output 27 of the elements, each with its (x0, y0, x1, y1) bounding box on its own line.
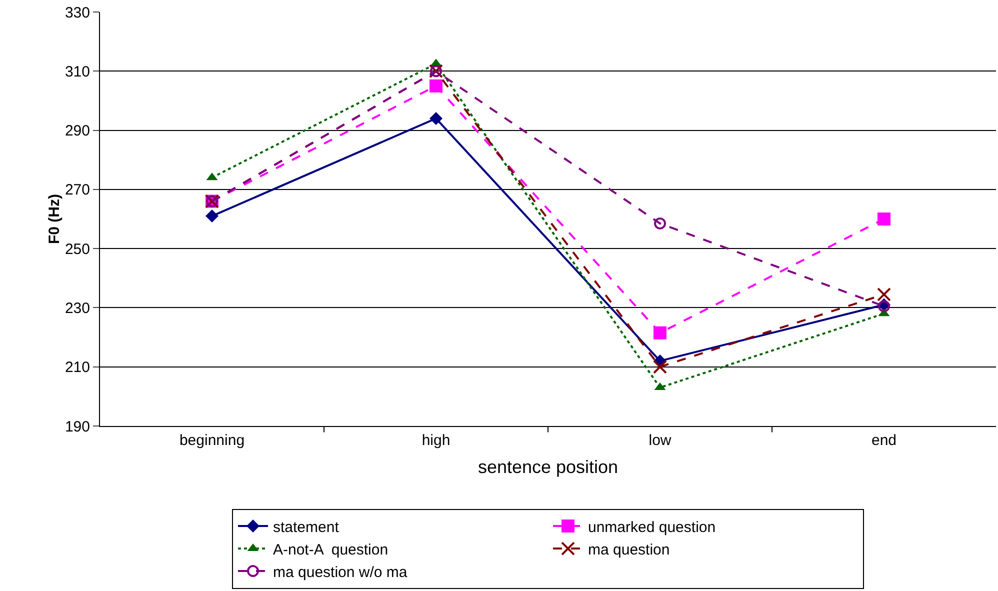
y-tick-label: 230 (64, 300, 90, 317)
point (430, 79, 442, 92)
y-tick-label: 210 (64, 359, 90, 376)
y-tick-label: 270 (64, 182, 90, 199)
x-tick-label: beginning (179, 432, 245, 449)
x-tick-label: low (648, 432, 672, 449)
y-axis-title: F0 (Hz) (46, 194, 63, 244)
point (653, 360, 667, 374)
point (877, 287, 891, 302)
x-tick-label: end (871, 432, 897, 449)
y-tick-label: 290 (64, 122, 90, 140)
point (654, 326, 666, 340)
y-tick-label: 310 (64, 63, 90, 80)
legend-label: statement (273, 518, 340, 536)
y-tick-label: 190 (64, 418, 90, 436)
legend-label: unmarked question (588, 518, 716, 536)
legend-label: ma question w/o ma (273, 564, 408, 581)
point (206, 210, 218, 223)
x-tick-label: high (422, 432, 450, 449)
legend-label: A-not-A question (273, 541, 388, 558)
y-tick-label: 330 (64, 4, 90, 22)
legend-label: ma question (588, 541, 670, 558)
y-tick-label: 250 (64, 240, 90, 258)
point (878, 212, 890, 226)
point (430, 112, 442, 125)
x-axis-title: sentence position (478, 457, 618, 478)
point (654, 217, 666, 230)
